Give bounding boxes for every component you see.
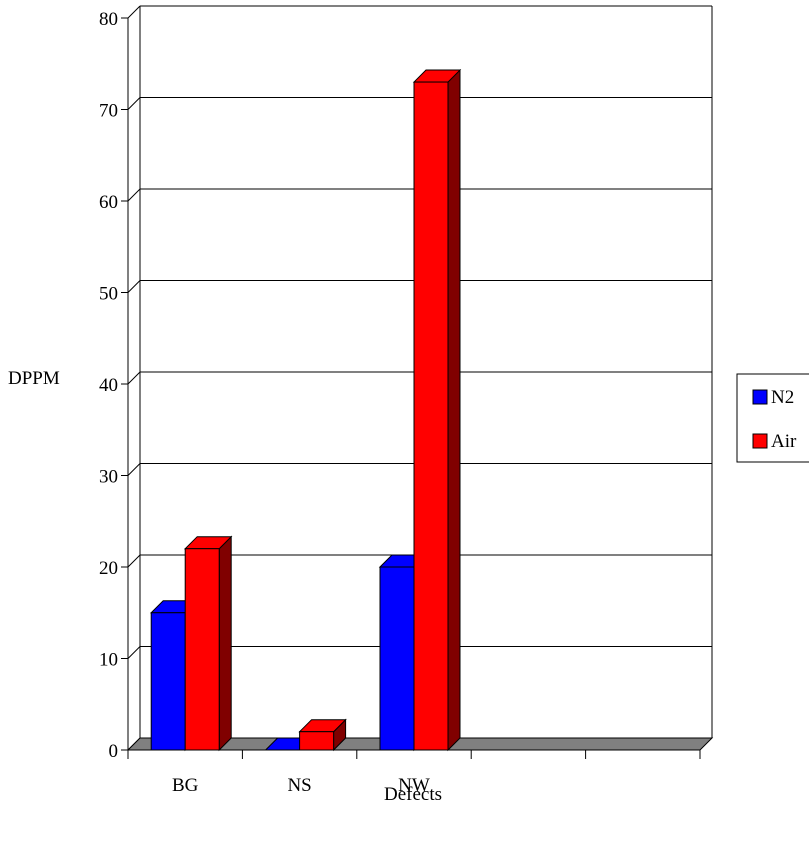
x-tick-label: NS [287, 775, 311, 796]
x-tick-label: BG [172, 775, 199, 796]
gridline-connector [127, 554, 141, 568]
bar-front [150, 612, 186, 751]
gridline-connector [127, 188, 141, 202]
gridline-connector [127, 5, 141, 19]
y-tick-label: 50 [99, 284, 118, 305]
y-tick-label: 60 [99, 192, 118, 213]
y-tick-label: 20 [99, 558, 118, 579]
bar-front [299, 731, 335, 751]
bar-side [218, 535, 232, 752]
x-tick-label: NW [398, 775, 430, 796]
x-axis-title: Defects [384, 784, 442, 805]
legend: N2 Air [736, 373, 809, 463]
gridline-connector [127, 463, 141, 476]
y-tick-label: 30 [99, 467, 118, 488]
y-tick-label: 10 [99, 650, 118, 671]
legend-swatch-air [752, 433, 768, 449]
y-tick-label: 0 [109, 741, 119, 762]
bar-air-bg [183, 535, 233, 752]
labels: DPPM Defects 0 10 20 30 40 50 60 70 80 BG NS NW [8, 9, 442, 805]
gridline-connector [127, 646, 141, 659]
legend-label-n2: N2 [771, 387, 794, 408]
bar-front [413, 81, 449, 751]
gridline-connector [127, 97, 141, 110]
legend-swatch-n2 [752, 389, 768, 405]
legend-box [736, 373, 809, 463]
y-axis-title: DPPM [8, 368, 60, 389]
bars [149, 68, 462, 752]
bar-front [379, 566, 415, 751]
legend-label-air: Air [771, 431, 797, 452]
gridline-connector [127, 280, 141, 293]
bar-side [447, 68, 461, 752]
y-tick-label: 80 [99, 9, 118, 30]
bar-front [184, 548, 220, 751]
y-tick-label: 40 [99, 375, 118, 396]
bar-air-ns [298, 718, 347, 752]
bar-air-nw [412, 68, 462, 752]
gridline-connector [127, 371, 141, 385]
y-tick-label: 70 [99, 101, 118, 122]
